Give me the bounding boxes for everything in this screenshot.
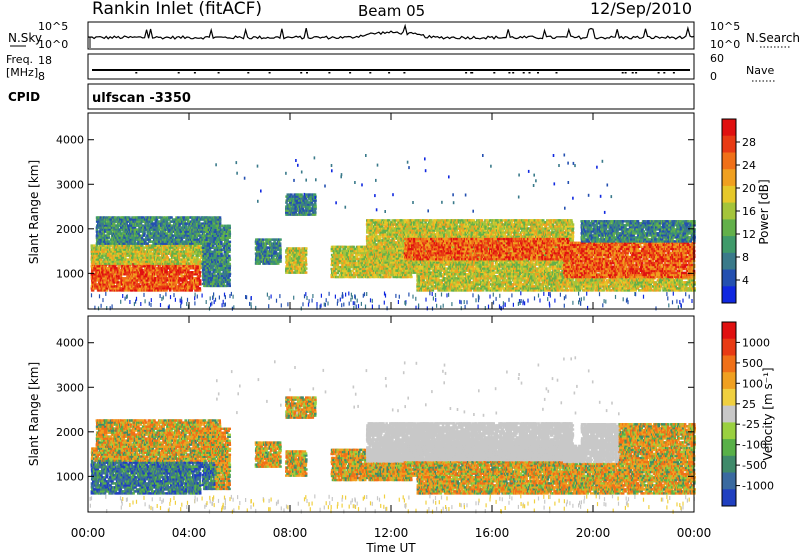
freq-dot	[269, 72, 271, 74]
heatmap-cell	[91, 244, 94, 246]
heatmap-cell	[94, 279, 97, 281]
beam-title: Beam 05	[358, 2, 425, 20]
cpid-panel: CPID ulfscan -3350	[8, 84, 694, 109]
freq-dot	[523, 72, 525, 74]
freq-dot	[194, 72, 196, 74]
freq-dot	[556, 72, 558, 74]
heatmap-cell	[127, 220, 130, 222]
freq-dot	[328, 72, 330, 74]
freq-dot	[673, 72, 675, 74]
freq-dot	[635, 72, 637, 74]
freq-frame	[88, 54, 694, 79]
nsky-right-tick-bottom: 10^0	[710, 38, 740, 51]
station-title: Rankin Inlet (fitACF)	[92, 0, 262, 19]
nsky-series	[88, 26, 694, 39]
date-title: 12/Sep/2010	[590, 0, 692, 18]
heatmap-cell	[344, 246, 347, 248]
heatmap-cell	[305, 247, 308, 249]
heatmap-cell	[136, 220, 139, 222]
freq-dot	[529, 72, 531, 74]
cpid-label: CPID	[8, 90, 40, 104]
freq-left-tick-bottom: 8	[38, 70, 45, 83]
freq-dot	[300, 72, 302, 74]
freq-dot	[135, 72, 137, 74]
freq-dot	[622, 72, 624, 74]
freq-dot	[218, 72, 220, 74]
heatmap-cell	[305, 257, 308, 259]
freq-panel: Freq. [MHz] 18 8 60 0 Nave	[6, 52, 776, 83]
heatmap-cell	[305, 267, 308, 269]
freq-dot	[493, 72, 495, 74]
nave-label: Nave	[746, 64, 774, 77]
freq-dot	[247, 72, 249, 74]
heatmap-cell	[172, 218, 175, 220]
freq-right-tick-top: 60	[710, 52, 724, 65]
power-heatmap	[91, 154, 696, 311]
heatmap-cell	[199, 271, 202, 273]
heatmap-cell	[314, 193, 317, 195]
freq-dot	[658, 72, 660, 74]
heatmap-cell	[305, 271, 308, 273]
freq-label-line2: [MHz]	[6, 66, 38, 79]
heatmap-cell	[262, 238, 265, 240]
freq-dot	[537, 72, 539, 74]
cpid-value: ulfscan -3350	[92, 91, 191, 106]
freq-dot	[512, 72, 514, 74]
nsky-panel: N.Sky 10^5 10^0 10^5 10^0 N.Search	[8, 20, 800, 51]
freq-dot	[632, 72, 634, 74]
heatmap-cell	[199, 287, 202, 289]
freq-label-line1: Freq.	[6, 53, 33, 66]
heatmap-cell	[126, 279, 129, 281]
heatmap-cell	[279, 238, 282, 240]
heatmap-cell	[352, 246, 355, 248]
heatmap-cell	[339, 248, 342, 250]
nsky-right-tick-top: 10^5	[710, 20, 740, 33]
heatmap-cell	[219, 216, 222, 218]
heatmap-cell	[279, 242, 282, 244]
radar-summary-plot: Rankin Inlet (fitACF) Beam 05 12/Sep/201…	[0, 0, 800, 554]
freq-dot	[388, 72, 390, 74]
heatmap-cell	[166, 277, 169, 279]
heatmap-cell	[199, 279, 202, 281]
freq-dot	[508, 72, 510, 74]
freq-dot	[465, 72, 467, 74]
nsearch-label: N.Search	[746, 31, 800, 45]
freq-dot	[625, 72, 627, 74]
freq-dot	[178, 72, 180, 74]
heatmap-cell	[228, 263, 231, 265]
nsky-left-tick-bottom: 10^0	[38, 38, 68, 51]
freq-dot	[471, 72, 473, 74]
freq-dot	[403, 72, 405, 74]
freq-dot	[306, 72, 308, 74]
nsky-frame	[88, 22, 694, 49]
heatmap-cell	[228, 255, 231, 257]
freq-dot	[663, 72, 665, 74]
heatmap-cell	[228, 279, 231, 281]
nsky-left-tick-top: 10^5	[38, 20, 68, 33]
freq-left-tick-top: 18	[38, 54, 52, 67]
nsky-label: N.Sky	[8, 31, 42, 45]
heatmap-cell	[219, 220, 222, 222]
freq-right-tick-bottom: 0	[710, 70, 717, 83]
freq-dot	[349, 72, 351, 74]
heatmap-cell	[229, 241, 232, 243]
heatmap-cell	[228, 225, 231, 227]
freq-dot	[369, 72, 371, 74]
